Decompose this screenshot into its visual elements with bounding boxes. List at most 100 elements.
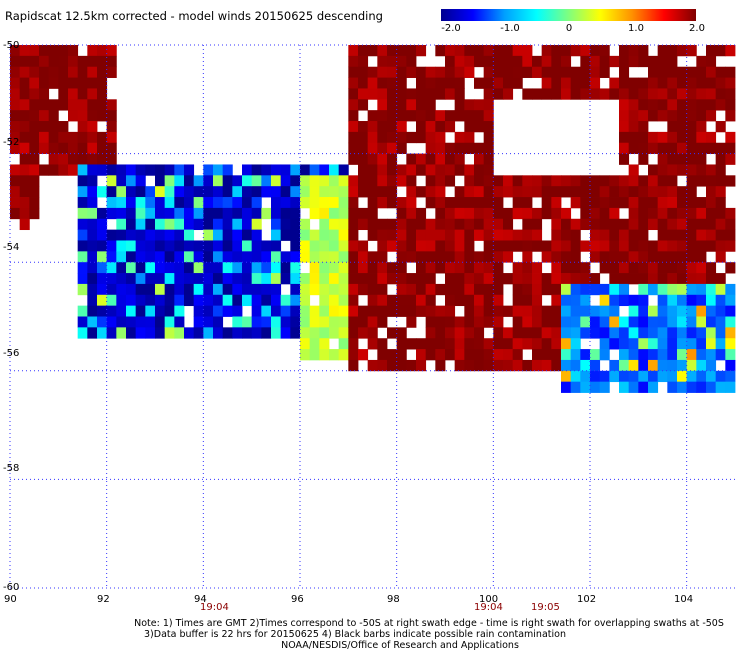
- heatmap-cell: [677, 131, 688, 144]
- heatmap-cell: [116, 283, 127, 296]
- heatmap-cell: [522, 359, 533, 372]
- heatmap-cell: [396, 262, 407, 274]
- colorbar-tick-label: 2.0: [689, 23, 705, 34]
- heatmap-cell: [648, 338, 659, 350]
- heatmap-cell: [232, 175, 243, 187]
- heatmap-cell: [242, 273, 253, 285]
- heatmap-cell: [329, 305, 340, 317]
- heatmap-cell: [454, 197, 465, 209]
- heatmap-cell: [454, 327, 465, 339]
- heatmap-cell: [377, 262, 388, 274]
- heatmap-cell: [551, 218, 562, 231]
- heatmap-cell: [512, 229, 523, 241]
- heatmap-cell: [590, 240, 601, 252]
- heatmap-cell: [619, 327, 630, 339]
- heatmap-cell: [503, 218, 514, 231]
- heatmap-cell: [454, 218, 465, 231]
- heatmap-cell: [599, 294, 610, 307]
- heatmap-cell: [609, 218, 620, 231]
- heatmap-cell: [648, 262, 659, 274]
- heatmap-cell: [696, 131, 707, 144]
- heatmap-cell: [590, 197, 601, 209]
- heatmap-cell: [416, 110, 427, 122]
- heatmap-cell: [242, 164, 253, 176]
- heatmap-cell: [580, 381, 591, 393]
- heatmap-cell: [551, 283, 562, 296]
- heatmap-cell: [10, 88, 21, 100]
- heatmap-cell: [203, 283, 214, 296]
- heatmap-cell: [638, 207, 649, 220]
- heatmap-cell: [715, 186, 726, 198]
- heatmap-cell: [522, 283, 533, 296]
- heatmap-cell: [329, 262, 340, 274]
- heatmap-cell: [358, 153, 369, 165]
- heatmap-cell: [657, 88, 668, 100]
- heatmap-cell: [377, 283, 388, 296]
- heatmap-cell: [367, 359, 378, 372]
- heatmap-cell: [493, 229, 504, 241]
- heatmap-cell: [290, 218, 301, 231]
- heatmap-cell: [261, 283, 272, 296]
- heatmap-cell: [706, 262, 717, 274]
- heatmap-cell: [416, 121, 427, 133]
- heatmap-cell: [213, 262, 224, 274]
- heatmap-cell: [406, 186, 417, 198]
- heatmap-cell: [541, 349, 552, 361]
- heatmap-cell: [425, 262, 436, 274]
- heatmap-cell: [309, 305, 320, 317]
- heatmap-cell: [667, 110, 678, 122]
- heatmap-cell: [396, 110, 407, 122]
- heatmap-cell: [483, 338, 494, 350]
- heatmap-cell: [425, 273, 436, 285]
- heatmap-cell: [319, 273, 330, 285]
- heatmap-cell: [725, 262, 736, 274]
- heatmap-cell: [454, 229, 465, 241]
- heatmap-cell: [290, 175, 301, 187]
- heatmap-cell: [541, 77, 552, 89]
- heatmap-cell: [551, 88, 562, 100]
- heatmap-cell: [338, 207, 349, 220]
- heatmap-cell: [203, 186, 214, 198]
- heatmap-cell: [387, 45, 398, 57]
- heatmap-cell: [329, 327, 340, 339]
- heatmap-cell: [609, 240, 620, 252]
- heatmap-cell: [39, 77, 50, 89]
- heatmap-cell: [628, 381, 639, 393]
- heatmap-cell: [106, 229, 117, 241]
- heatmap-cell: [261, 262, 272, 274]
- heatmap-cell: [570, 229, 581, 241]
- heatmap-cell: [657, 338, 668, 350]
- heatmap-cell: [599, 88, 610, 100]
- heatmap-cell: [193, 207, 204, 220]
- heatmap-cell: [58, 66, 69, 78]
- heatmap-cell: [29, 99, 40, 111]
- heatmap-cell: [155, 175, 166, 187]
- heatmap-cell: [290, 186, 301, 198]
- heatmap-cell: [367, 153, 378, 165]
- heatmap-cell: [638, 283, 649, 296]
- heatmap-cell: [725, 207, 736, 220]
- heatmap-cell: [184, 294, 195, 307]
- heatmap-cell: [145, 316, 156, 328]
- heatmap-cell: [483, 153, 494, 165]
- heatmap-cell: [445, 153, 456, 165]
- heatmap-cell: [126, 207, 137, 220]
- heatmap-cell: [483, 294, 494, 307]
- heatmap-cell: [706, 77, 717, 89]
- heatmap-cell: [106, 164, 117, 176]
- heatmap-cell: [87, 99, 98, 111]
- heatmap-cell: [203, 316, 214, 328]
- heatmap-cell: [338, 338, 349, 350]
- heatmap-cell: [638, 294, 649, 307]
- heatmap-cell: [367, 131, 378, 144]
- heatmap-cell: [174, 164, 185, 176]
- heatmap-cell: [435, 77, 446, 89]
- heatmap-cell: [174, 186, 185, 198]
- heatmap-cell: [300, 251, 311, 263]
- heatmap-cell: [677, 142, 688, 154]
- heatmap-cell: [309, 186, 320, 198]
- heatmap-cell: [387, 66, 398, 78]
- heatmap-cell: [193, 251, 204, 263]
- heatmap-cell: [648, 131, 659, 144]
- colorbar-gradient: [441, 9, 696, 21]
